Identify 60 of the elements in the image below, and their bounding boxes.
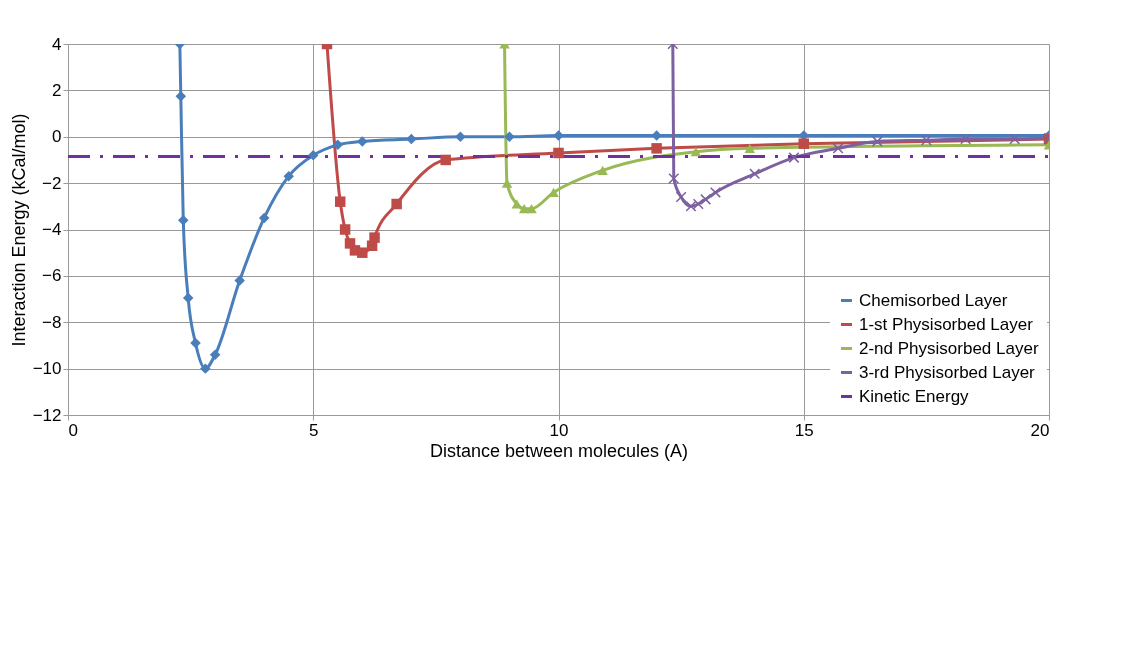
y-tick-label: −6 — [42, 266, 62, 286]
point — [553, 147, 564, 159]
y-tick-label: −12 — [32, 405, 62, 425]
point — [597, 165, 608, 175]
point — [369, 232, 380, 243]
point — [391, 198, 402, 210]
legend-label: 3-rd Physisorbed Layer — [859, 362, 1036, 382]
point — [690, 147, 702, 157]
point — [190, 337, 201, 349]
point — [526, 204, 537, 214]
point — [258, 212, 270, 224]
point — [455, 131, 466, 142]
legend-label: Kinetic Energy — [859, 386, 970, 406]
point — [871, 135, 883, 147]
point — [334, 196, 346, 207]
point — [798, 138, 809, 149]
point — [651, 143, 662, 154]
y-tick-label: −8 — [42, 312, 62, 332]
point — [685, 200, 697, 212]
point — [339, 224, 351, 235]
point — [749, 168, 761, 180]
legend-label: 1-st Physisorbed Layer — [859, 314, 1034, 334]
point — [920, 134, 932, 146]
point — [518, 204, 530, 214]
x-tick-label: 5 — [309, 420, 319, 440]
point — [283, 170, 294, 182]
point — [504, 131, 515, 142]
y-tick-label: −4 — [42, 220, 62, 239]
point — [832, 142, 844, 154]
point — [960, 133, 972, 145]
y-tick-label: 2 — [52, 80, 62, 100]
point — [332, 139, 344, 151]
point — [357, 136, 368, 147]
point — [788, 152, 800, 164]
point — [406, 133, 417, 145]
legend-label: 2-nd Physisorbed Layer — [859, 338, 1039, 358]
legend-label: Chemisorbed Layer — [859, 290, 1008, 310]
point — [1009, 133, 1021, 145]
point — [440, 154, 451, 166]
point — [308, 150, 319, 161]
point — [692, 198, 704, 210]
x-tick-label: 15 — [794, 420, 814, 440]
y-axis-title: Interaction Energy (kCal/mol) — [8, 113, 29, 347]
point — [182, 292, 194, 304]
x-tick-label: 0 — [68, 420, 78, 440]
x-tick-label: 10 — [549, 420, 569, 440]
y-tick-label: −2 — [42, 173, 62, 193]
x-tick-label: 20 — [1030, 420, 1050, 440]
point — [700, 193, 712, 205]
x-axis-title: Distance between molecules (A) — [429, 440, 689, 461]
point — [234, 275, 245, 286]
point — [553, 130, 564, 141]
point — [209, 349, 221, 360]
point — [200, 363, 211, 374]
point — [744, 143, 756, 153]
point — [357, 247, 368, 258]
y-tick-label: −10 — [32, 359, 62, 379]
y-tick-label: 4 — [52, 34, 62, 54]
y-tick-label: 0 — [52, 127, 62, 147]
point — [668, 172, 680, 184]
